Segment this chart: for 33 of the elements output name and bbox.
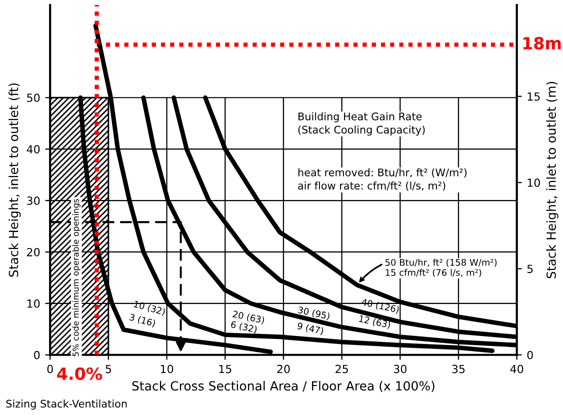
ref-line-label: 4.0%: [57, 367, 102, 380]
text: Sizing Stack-Ventilation: [6, 400, 127, 410]
annotation: heat removed: Btu/hr, ft² (W/m²) air flow rate: cfm/ft² (l/s, m²): [298, 168, 467, 191]
y2-tick-label: 0: [527, 350, 533, 360]
y-tick-label: 40: [26, 145, 40, 154]
x-tick-label: 30: [394, 364, 406, 374]
annotation: 3 (16): [128, 313, 156, 328]
y-axis-title: Stack Height, inlet to outlet (ft): [8, 83, 21, 277]
y-tick-label: 30: [27, 196, 40, 205]
y-tick-label: 50: [27, 94, 40, 102]
y2-axis-title: Stack Height, inlet to outlet (m): [546, 82, 558, 278]
annotation: 50 Btu/hr, ft² (158 W/m²) 15 cfm/ft² (76 l/s, m²): [385, 258, 497, 277]
x-tick-label: 40: [510, 364, 524, 374]
x-tick-label: 5: [106, 364, 112, 374]
band-label: 5% code minimum operable openings: [72, 198, 80, 356]
annotation: 9 (47): [296, 322, 324, 336]
annotation: 12 (63): [358, 314, 391, 330]
x-tick-label: 0: [47, 364, 53, 374]
x-tick-label: 10: [160, 364, 174, 374]
y2-tick-label: 10: [528, 178, 540, 187]
y-tick-label: 10: [27, 299, 40, 308]
x-tick-label: 35: [452, 364, 465, 374]
y2-tick-label: 5: [527, 264, 533, 274]
x-tick-label: 25: [336, 364, 348, 374]
y-tick-label: 0: [34, 350, 40, 360]
y2-tick-label: 15: [528, 92, 540, 101]
y-tick-label: 20: [27, 248, 40, 256]
annotation: Building Heat Gain Rate (Stack Cooling Capacity): [298, 112, 425, 136]
ref-line-label: 18m: [523, 36, 561, 50]
x-tick-label: 20: [277, 364, 290, 374]
annotation: 30 (95): [298, 306, 330, 321]
x-tick-label: 15: [219, 364, 232, 374]
x-axis-title: Stack Cross Sectional Area / Floor Area (x 100%): [132, 380, 434, 392]
